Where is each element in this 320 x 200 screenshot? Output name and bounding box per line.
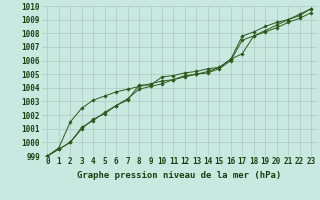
X-axis label: Graphe pression niveau de la mer (hPa): Graphe pression niveau de la mer (hPa) xyxy=(77,171,281,180)
